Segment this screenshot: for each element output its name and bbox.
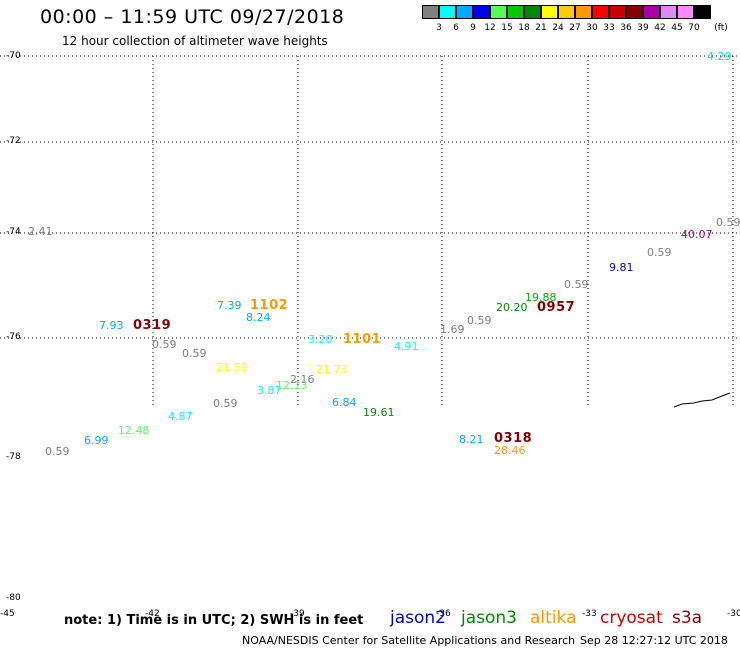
- wave-height-label: 4.91: [394, 340, 419, 353]
- legend-tick-label: 39: [637, 23, 649, 33]
- wave-height-label: 8.24: [246, 311, 271, 324]
- legend-tick-label: 15: [501, 23, 513, 33]
- legend-swatch: [660, 5, 677, 19]
- wave-height-label: 0.59: [152, 338, 177, 351]
- pass-time-label: 0319: [133, 318, 172, 333]
- wave-height-label: 4.87: [168, 410, 193, 423]
- credit-line: NOAA/NESDIS Center for Satellite Applica…: [242, 634, 576, 647]
- lon-label: -42: [145, 609, 160, 619]
- satellite-label-jason3: jason3: [461, 608, 517, 628]
- wave-height-label: 0.59: [564, 278, 589, 291]
- lat-label: -72: [6, 136, 21, 146]
- satellite-label-altika: altika: [530, 608, 577, 628]
- lon-label: -33: [582, 609, 597, 619]
- lon-label: -45: [0, 609, 15, 619]
- legend-swatch: [422, 5, 439, 19]
- wave-height-label: 7.93: [99, 319, 124, 332]
- legend-tick-label: 12: [484, 23, 496, 33]
- wave-height-label: 6.84: [332, 396, 357, 409]
- legend-swatch: [473, 5, 490, 19]
- legend-tick-label: 6: [453, 23, 459, 33]
- lon-label: -36: [436, 609, 451, 619]
- graticule: [0, 55, 740, 408]
- page-title: 00:00 – 11:59 UTC 09/27/2018: [40, 6, 345, 28]
- wave-height-label: 0.59: [716, 216, 740, 229]
- pass-time-label: 0957: [537, 300, 576, 315]
- wave-height-label: 3.87: [257, 384, 282, 397]
- footnote: note: 1) Time is in UTC; 2) SWH is in fe…: [64, 613, 364, 628]
- legend-tick-label: 70: [688, 23, 700, 33]
- lat-label: -70: [6, 51, 21, 61]
- wave-height-label: 12.13: [276, 379, 308, 392]
- wave-height-label: 0.59: [213, 397, 238, 410]
- legend-tick-label: 9: [470, 23, 476, 33]
- wave-height-label: 28.46: [494, 444, 526, 457]
- legend-swatch: [490, 5, 507, 19]
- pass-time-label: 0318: [494, 431, 533, 446]
- wave-height-label: 21.59: [216, 361, 248, 374]
- legend-tick-label: 30: [586, 23, 598, 33]
- legend-tick-label: 33: [603, 23, 615, 33]
- legend-tick-label: 18: [518, 23, 530, 33]
- satellite-label-s3a: s3a: [672, 608, 703, 628]
- wave-height-label: 2.16: [290, 373, 315, 386]
- coastline: [673, 392, 731, 408]
- wave-height-label: 0.59: [647, 246, 672, 259]
- legend-swatch: [575, 5, 592, 19]
- wave-height-label: 8.21: [459, 433, 484, 446]
- wave-height-label: 21.73: [316, 363, 348, 376]
- wave-height-label: 40.07: [681, 228, 713, 241]
- wave-height-label: 0.59: [467, 314, 492, 327]
- legend-tick-label: 21: [535, 23, 547, 33]
- legend-swatch: [524, 5, 541, 19]
- wave-height-label: 6.99: [84, 434, 109, 447]
- wave-height-label: 9.81: [609, 261, 634, 274]
- wave-height-label: 12.48: [118, 424, 150, 437]
- wave-height-label: 3.20: [308, 333, 333, 346]
- legend-swatch: [507, 5, 524, 19]
- legend-tick-label: 24: [552, 23, 564, 33]
- wave-height-label: 1.69: [440, 323, 465, 336]
- generated-timestamp: Sep 28 12:27:12 UTC 2018: [580, 634, 728, 647]
- lat-label: -74: [6, 227, 21, 237]
- legend-tick-label: 42: [654, 23, 666, 33]
- legend-swatch: [541, 5, 558, 19]
- legend-tick-label: 27: [569, 23, 581, 33]
- legend-swatch: [456, 5, 473, 19]
- legend-swatch: [439, 5, 456, 19]
- legend-swatch: [677, 5, 694, 19]
- wave-height-label: 0.59: [45, 445, 70, 458]
- pass-time-label: 1101: [343, 332, 382, 347]
- wave-height-label: 19.88: [525, 291, 557, 304]
- left-axis-value: 2.41: [28, 225, 53, 238]
- legend-swatch: [626, 5, 643, 19]
- wave-height-label: 4.29: [707, 50, 732, 63]
- pass-time-label: 1102: [250, 298, 289, 313]
- satellite-label-jason2: jason2: [390, 608, 446, 628]
- lat-label: -78: [6, 452, 21, 462]
- lon-label: -39: [290, 609, 305, 619]
- legend-swatch: [643, 5, 660, 19]
- page-subtitle: 12 hour collection of altimeter wave hei…: [62, 34, 328, 48]
- legend-swatch: [694, 5, 711, 19]
- legend-swatch: [609, 5, 626, 19]
- wave-height-label: 0.59: [182, 347, 207, 360]
- legend-swatch: [592, 5, 609, 19]
- legend-tick-label: 45: [671, 23, 683, 33]
- legend-tick-label: 36: [620, 23, 632, 33]
- wave-height-label: 19.61: [363, 406, 395, 419]
- legend-tick-label: 3: [436, 23, 442, 33]
- lat-label: -80: [6, 593, 21, 603]
- wave-height-label: 20.20: [496, 301, 528, 314]
- lat-label: -76: [6, 332, 21, 342]
- legend-unit-label: (ft): [714, 23, 728, 33]
- lon-label: -30: [727, 609, 740, 619]
- satellite-label-cryosat: cryosat: [600, 608, 663, 628]
- legend-swatch: [558, 5, 575, 19]
- wave-height-label: 7.39: [217, 299, 242, 312]
